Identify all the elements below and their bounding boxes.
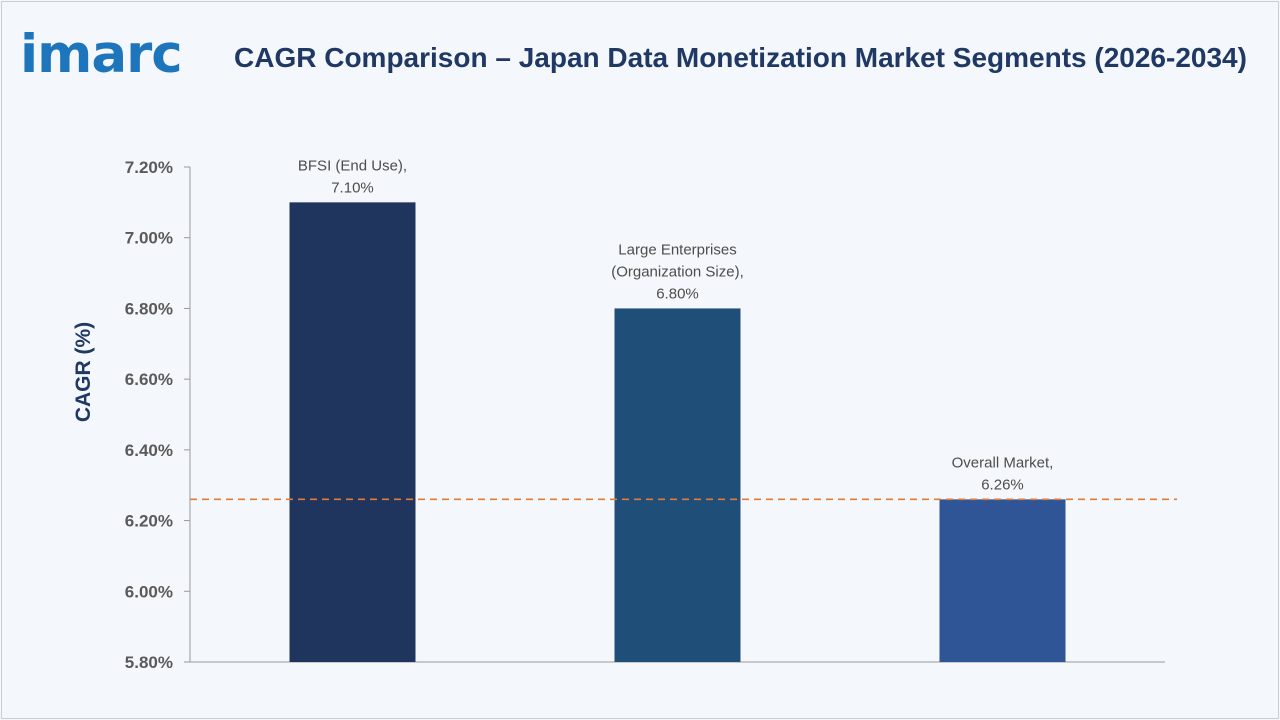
bar-data-label: 7.10% <box>331 179 374 196</box>
y-tick-label: 6.80% <box>125 299 173 318</box>
logo-text: imarc <box>20 24 182 82</box>
chart-title: CAGR Comparison – Japan Data Monetizatio… <box>234 42 1247 73</box>
imarc-logo: imarc <box>20 24 183 82</box>
y-tick-label: 7.20% <box>125 158 173 177</box>
bar-data-label: Large Enterprises <box>618 241 736 258</box>
bar <box>939 499 1066 662</box>
y-tick-label: 6.20% <box>125 512 173 531</box>
y-tick-label: 6.40% <box>125 441 173 460</box>
bar <box>614 308 741 662</box>
y-tick-label: 7.00% <box>125 229 173 248</box>
bar <box>289 202 416 662</box>
y-tick-label: 5.80% <box>125 653 173 672</box>
bar-data-label: Overall Market, <box>952 454 1054 471</box>
y-tick-label: 6.00% <box>125 582 173 601</box>
bar-data-label: 6.26% <box>981 476 1024 493</box>
bar-data-label: (Organization Size), <box>611 263 744 280</box>
bar-data-label: 6.80% <box>656 285 699 302</box>
bar-data-label: BFSI (End Use), <box>298 157 407 174</box>
y-tick-label: 6.60% <box>125 370 173 389</box>
